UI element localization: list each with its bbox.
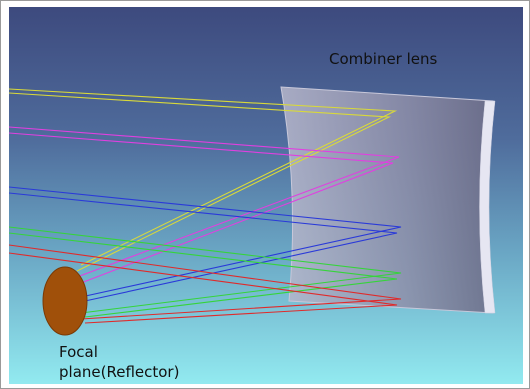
combiner-lens-edge xyxy=(479,100,496,314)
focal-plane-label-line2: plane(Reflector) xyxy=(59,363,179,381)
ray-bundle-red xyxy=(9,244,402,324)
ray-bundle-magenta xyxy=(9,126,400,284)
focal-plane-label-line1: Focal xyxy=(59,343,98,361)
ray-bundle-yellow xyxy=(9,88,398,272)
ray-bundle-blue xyxy=(9,186,402,302)
focal-plane-reflector xyxy=(42,266,88,336)
optical-scene: Combiner lens Focal plane(Reflector) xyxy=(9,7,523,384)
ray-bundle-green xyxy=(9,226,402,318)
combiner-lens xyxy=(280,86,494,314)
combiner-lens-label: Combiner lens xyxy=(329,50,438,68)
